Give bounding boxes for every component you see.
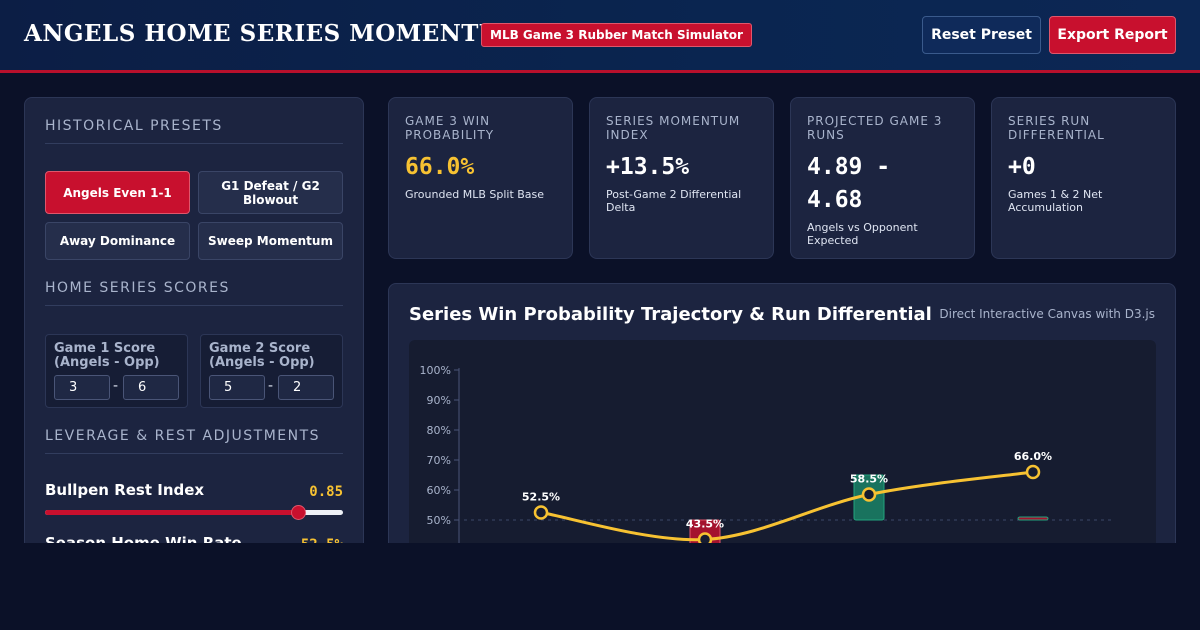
chart-subtitle: Direct Interactive Canvas with D3.js [939,307,1155,321]
kpi-label: SERIES MOMENTUM INDEX [606,114,741,142]
game-1-angels-score-input[interactable]: 3 [54,375,110,400]
win-probability-label: 43.5% [686,518,724,531]
kpi-subtext: Post-Game 2 Differential Delta [606,188,742,214]
bullpen-rest-value: 0.85 [309,484,343,500]
scores-section-title: HOME SERIES SCORES [45,280,343,306]
win-probability-point [1025,464,1041,480]
game-2-score-label: Game 2 Score (Angels - Opp) [209,341,315,370]
preset-away-dominance-button[interactable]: Away Dominance [45,222,190,260]
kpi-value: 66.0% [405,154,475,180]
preset-angels-even-button[interactable]: Angels Even 1-1 [45,171,190,214]
y-tick-label: 60% [427,484,451,497]
bullpen-rest-slider-fill [45,510,299,515]
preset-g1-defeat-g2-blowout-button[interactable]: G1 Defeat / G2 Blowout [198,171,343,214]
game-1-score-label: Game 1 Score (Angels - Opp) [54,341,160,370]
app-header: ANGELS HOME SERIES MOMENTUM MLB Game 3 R… [0,0,1200,70]
game-2-angels-score-input[interactable]: 5 [209,375,265,400]
kpi-card-run-differential: SERIES RUN DIFFERENTIAL +0 Games 1 & 2 N… [991,97,1176,259]
score-separator: - [268,378,274,394]
app-title: ANGELS HOME SERIES MOMENTUM [24,20,526,47]
y-tick-label: 80% [427,424,451,437]
simulator-badge: MLB Game 3 Rubber Match Simulator [481,23,752,47]
kpi-value: +0 [1008,154,1036,180]
game-2-score-card: Game 2 Score (Angels - Opp) 5 - 2 [200,334,343,408]
page-bottom-background [0,543,1200,630]
win-probability-point [861,487,877,502]
adjustments-section-title: LEVERAGE & REST ADJUSTMENTS [45,428,343,454]
score-separator: - [113,378,119,394]
trajectory-chart[interactable]: 100% 90% 80% 70% 60% 50% 52.5% 43.5% 58.5% 66.0% [409,340,1156,580]
win-probability-label: 52.5% [522,491,560,504]
win-probability-label: 66.0% [1014,450,1052,463]
bullpen-rest-label: Bullpen Rest Index [45,481,205,499]
kpi-label: PROJECTED GAME 3 RUNS [807,114,943,142]
y-tick-label: 70% [427,454,451,467]
kpi-subtext: Angels vs Opponent Expected [807,221,918,247]
kpi-card-win-probability: GAME 3 WIN PROBABILITY 66.0% Grounded ML… [388,97,573,259]
export-report-button[interactable]: Export Report [1049,16,1176,54]
kpi-value: +13.5% [606,154,690,180]
kpi-card-momentum-index: SERIES MOMENTUM INDEX +13.5% Post-Game 2… [589,97,774,259]
kpi-label: SERIES RUN DIFFERENTIAL [1008,114,1105,142]
controls-sidebar: HISTORICAL PRESETS Angels Even 1-1 G1 De… [24,97,364,557]
game-1-opponent-score-input[interactable]: 6 [123,375,179,400]
presets-section-title: HISTORICAL PRESETS [45,118,343,144]
game-1-score-card: Game 1 Score (Angels - Opp) 3 - 6 [45,334,188,408]
win-probability-label: 58.5% [850,473,888,486]
bullpen-rest-slider-thumb[interactable] [291,505,307,520]
kpi-card-projected-runs: PROJECTED GAME 3 RUNS 4.89 - 4.68 Angels… [790,97,975,259]
kpi-value: 4.89 - 4.68 [807,154,891,213]
reset-preset-button[interactable]: Reset Preset [922,16,1041,54]
kpi-subtext: Games 1 & 2 Net Accumulation [1008,188,1103,214]
kpi-label: GAME 3 WIN PROBABILITY [405,114,495,142]
y-tick-label: 50% [427,514,451,527]
header-divider [0,70,1200,73]
win-probability-point [533,505,549,520]
bullpen-rest-slider[interactable] [45,505,343,520]
trajectory-chart-panel: Series Win Probability Trajectory & Run … [388,283,1176,583]
kpi-subtext: Grounded MLB Split Base [405,188,545,201]
game-2-opponent-score-input[interactable]: 2 [278,375,334,400]
preset-sweep-momentum-button[interactable]: Sweep Momentum [198,222,343,260]
y-tick-label: 100% [420,364,451,377]
win-probability-line [540,470,1034,542]
chart-canvas[interactable]: 100% 90% 80% 70% 60% 50% 52.5% 43.5% 58.5% 66.0% [409,340,1156,580]
chart-title: Series Win Probability Trajectory & Run … [409,304,932,325]
run-differential-bar [1017,516,1049,521]
y-tick-label: 90% [427,394,451,407]
